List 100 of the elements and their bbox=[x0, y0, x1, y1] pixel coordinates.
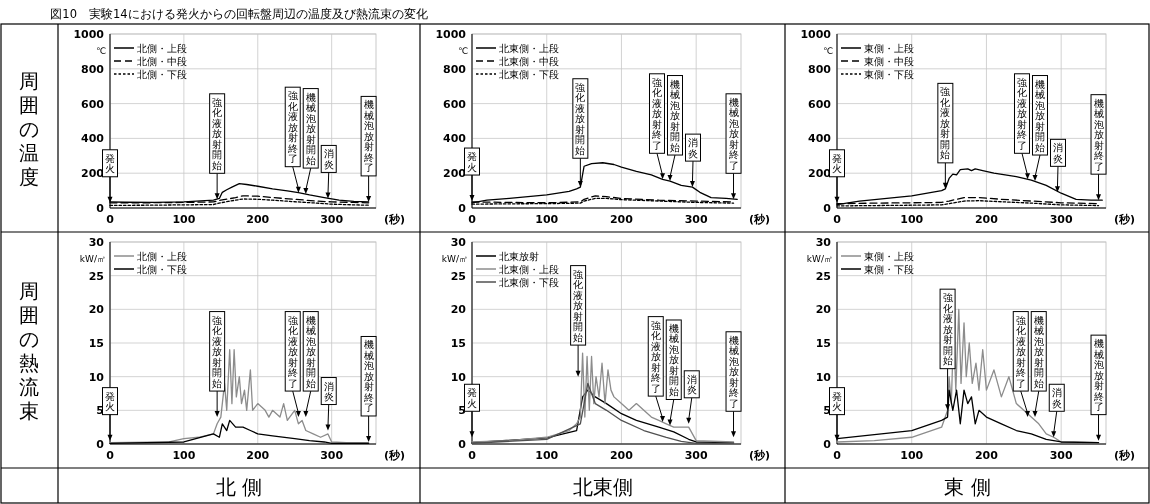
annotation: 消炎 bbox=[323, 148, 334, 170]
y-tick-label: 20 bbox=[88, 303, 105, 317]
y-tick-label: 10 bbox=[450, 370, 467, 384]
legend-label: 東側・上段 bbox=[864, 250, 914, 262]
annotation: 機械泡放射開始 bbox=[305, 314, 316, 389]
x-tick-label: 200 bbox=[246, 213, 270, 226]
y-tick-label: 30 bbox=[450, 236, 467, 249]
x-tick-label: 300 bbox=[1049, 449, 1073, 462]
x-axis-title: (秒) bbox=[384, 213, 406, 226]
annotation: 発火 bbox=[467, 151, 477, 173]
x-tick-label: 300 bbox=[684, 213, 708, 226]
y-tick-label: 0 bbox=[458, 202, 467, 215]
annotation: 発火 bbox=[105, 152, 115, 175]
y-tick-label: 0 bbox=[823, 438, 832, 451]
annotation: 強化液放射終了 bbox=[286, 90, 298, 165]
chart-title: 図10 実験14における発火からの回転盤周辺の温度及び熱流束の変化 bbox=[50, 7, 428, 21]
annotation: 強化液放射開始 bbox=[573, 268, 584, 343]
annotation: 機械泡放射終了 bbox=[362, 339, 374, 414]
legend-label: 北東側・下段 bbox=[499, 276, 559, 288]
x-tick-label: 300 bbox=[320, 213, 344, 226]
y-tick-label: 400 bbox=[808, 132, 832, 146]
x-axis-title: (秒) bbox=[749, 213, 771, 226]
y-tick-label: 0 bbox=[458, 438, 467, 451]
x-tick-label: 200 bbox=[609, 449, 634, 462]
y-tick-label: 800 bbox=[81, 62, 105, 76]
legend-label: 北側・中段 bbox=[137, 55, 187, 67]
y-tick-label: 15 bbox=[88, 337, 104, 350]
x-tick-label: 200 bbox=[246, 449, 270, 462]
x-axis-title: (秒) bbox=[1114, 213, 1136, 226]
annotation: 機械泡放射終了 bbox=[1092, 97, 1104, 172]
y-tick-label: 1000 bbox=[73, 28, 105, 41]
y-axis-title: kW/㎡ bbox=[806, 254, 833, 264]
annotation: 機械泡放射開始 bbox=[670, 78, 680, 153]
annotation: 消炎 bbox=[1053, 142, 1063, 164]
x-tick-label: 0 bbox=[833, 449, 842, 462]
y-tick-label: 15 bbox=[450, 337, 466, 350]
y-tick-label: 600 bbox=[443, 97, 467, 111]
x-tick-label: 0 bbox=[833, 213, 842, 226]
annotation: 強化液放射開始 bbox=[212, 314, 223, 389]
legend-label: 北側・上段 bbox=[137, 250, 187, 262]
x-tick-label: 100 bbox=[900, 449, 924, 462]
x-tick-label: 0 bbox=[106, 449, 115, 462]
annotation: 発火 bbox=[832, 390, 842, 413]
x-tick-label: 0 bbox=[468, 449, 477, 462]
annotation: 消炎 bbox=[323, 380, 334, 403]
text: 周囲の熱流束 bbox=[19, 279, 39, 423]
y-tick-label: 20 bbox=[815, 303, 832, 317]
y-tick-label: 800 bbox=[808, 62, 832, 76]
legend-label: 北側・下段 bbox=[137, 68, 187, 80]
y-tick-label: 15 bbox=[815, 337, 831, 350]
x-tick-label: 100 bbox=[172, 449, 196, 462]
legend-label: 北側・上段 bbox=[137, 42, 187, 54]
annotation: 消炎 bbox=[688, 137, 698, 159]
y-tick-label: 600 bbox=[808, 97, 832, 111]
x-axis-title: (秒) bbox=[1114, 449, 1136, 462]
legend-label: 北東側・上段 bbox=[499, 263, 559, 275]
annotation: 発火 bbox=[467, 387, 477, 409]
y-tick-label: 0 bbox=[823, 202, 832, 215]
x-tick-label: 100 bbox=[535, 449, 559, 462]
annotation: 機械泡放射開始 bbox=[668, 322, 679, 397]
legend-label: 東側・中段 bbox=[864, 55, 914, 67]
x-tick-label: 200 bbox=[974, 449, 999, 462]
x-axis-title: (秒) bbox=[749, 449, 771, 462]
annotation: 発火 bbox=[832, 152, 842, 175]
text: 北東側 bbox=[572, 475, 633, 499]
y-tick-label: 25 bbox=[450, 269, 466, 283]
legend-label: 北東放射 bbox=[499, 250, 539, 262]
y-tick-label: 0 bbox=[96, 202, 105, 215]
annotation: 機械泡放射開始 bbox=[305, 91, 316, 166]
annotation: 強化液放射開始 bbox=[575, 81, 586, 156]
y-axis-title: kW/㎡ bbox=[79, 254, 106, 264]
legend-label: 北東側・上段 bbox=[499, 42, 559, 54]
y-tick-label: 20 bbox=[450, 303, 467, 317]
annotation: 強化液放射開始 bbox=[942, 292, 953, 367]
x-tick-label: 100 bbox=[900, 213, 924, 226]
annotation: 機械泡放射開始 bbox=[1033, 314, 1044, 389]
y-tick-label: 10 bbox=[815, 370, 832, 384]
y-tick-label: 0 bbox=[96, 438, 105, 451]
y-axis-title: kW/㎡ bbox=[441, 254, 468, 264]
x-tick-label: 200 bbox=[609, 213, 634, 226]
annotation: 強化液放射開始 bbox=[940, 86, 951, 161]
annotation: 強化液放射終了 bbox=[649, 319, 661, 394]
annotation: 機械泡放射終了 bbox=[727, 96, 739, 171]
annotation: 強化液放射開始 bbox=[212, 96, 223, 171]
x-tick-label: 0 bbox=[106, 213, 115, 226]
y-tick-label: 10 bbox=[88, 370, 105, 384]
y-axis-title: ℃ bbox=[95, 46, 106, 56]
x-tick-label: 200 bbox=[974, 213, 999, 226]
annotation: 消炎 bbox=[1051, 387, 1062, 409]
y-axis-title: ℃ bbox=[457, 46, 468, 56]
y-tick-label: 600 bbox=[81, 97, 105, 111]
y-tick-label: 25 bbox=[88, 269, 104, 283]
y-tick-label: 1000 bbox=[435, 28, 467, 41]
legend-label: 東側・下段 bbox=[864, 263, 914, 275]
y-tick-label: 800 bbox=[443, 62, 467, 76]
legend-label: 北東側・下段 bbox=[499, 68, 559, 80]
annotation: 機械泡放射終了 bbox=[362, 99, 374, 174]
y-tick-label: 30 bbox=[815, 236, 832, 249]
x-tick-label: 300 bbox=[684, 449, 708, 462]
text: 東 側 bbox=[944, 475, 991, 499]
